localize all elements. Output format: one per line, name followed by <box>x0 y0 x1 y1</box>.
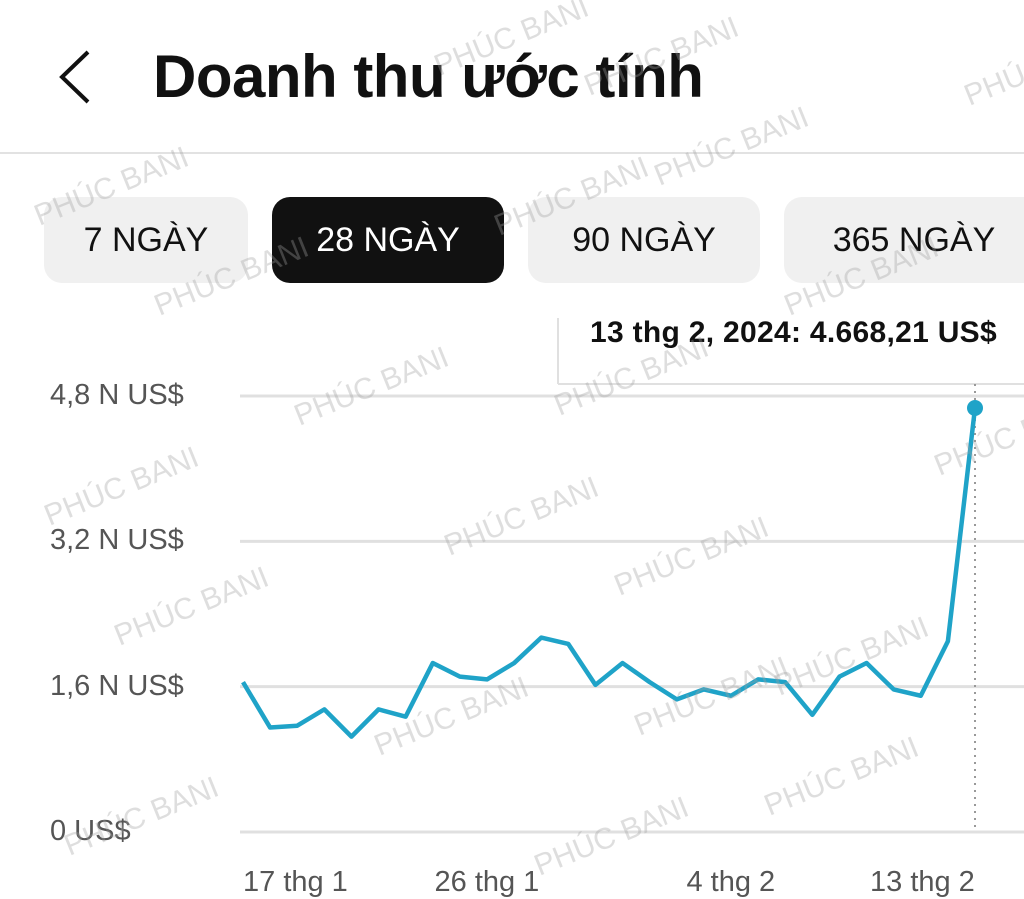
y-tick-label: 0 US$ <box>50 815 131 847</box>
y-tick-label: 4,8 N US$ <box>50 379 184 411</box>
x-tick-label: 4 thg 2 <box>686 866 776 898</box>
x-tick-label: 26 thg 1 <box>434 866 540 898</box>
highlighted-point[interactable] <box>967 399 983 416</box>
y-tick-label: 1,6 N US$ <box>50 669 184 702</box>
y-tick-label: 3,2 N US$ <box>50 524 184 557</box>
tab-7-days[interactable]: 7 NGÀY <box>44 197 248 283</box>
series-line <box>241 407 978 739</box>
x-tick-label: 13 thg 2 <box>870 866 975 898</box>
period-tabs: 7 NGÀY 28 NGÀY 90 NGÀY 365 NGÀY <box>44 197 1024 283</box>
tab-365-days[interactable]: 365 NGÀY <box>784 197 1024 283</box>
x-tick-label: 17 thg 1 <box>243 866 348 898</box>
tooltip-value: 13 thg 2, 2024: 4.668,21 US$ <box>590 316 997 349</box>
chevron-left-icon[interactable] <box>52 42 102 112</box>
header: Doanh thu ước tính <box>0 0 1024 154</box>
tab-90-days[interactable]: 90 NGÀY <box>528 197 760 283</box>
page-title: Doanh thu ước tính <box>153 43 704 110</box>
tab-28-days[interactable]: 28 NGÀY <box>272 197 504 283</box>
